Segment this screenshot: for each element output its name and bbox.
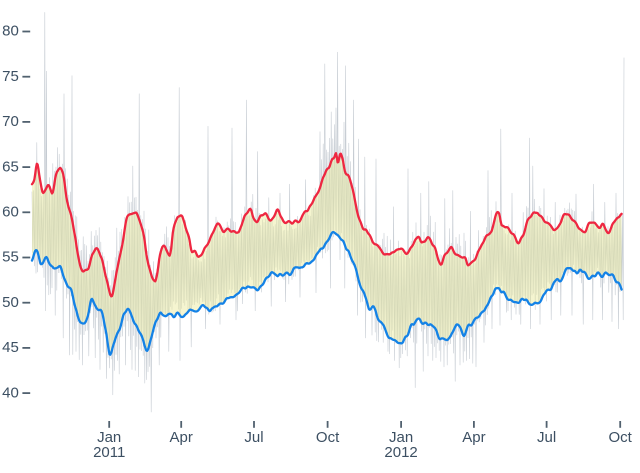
svg-text:45: 45 <box>2 339 19 356</box>
svg-text:40: 40 <box>2 384 19 401</box>
svg-text:Jul: Jul <box>537 429 556 446</box>
svg-text:80: 80 <box>2 23 19 40</box>
svg-text:2011: 2011 <box>93 444 125 461</box>
svg-text:Oct: Oct <box>316 429 340 446</box>
svg-text:75: 75 <box>2 68 19 85</box>
svg-text:70: 70 <box>2 113 19 130</box>
svg-text:Apr: Apr <box>462 429 485 446</box>
svg-text:Oct: Oct <box>609 429 633 446</box>
svg-text:55: 55 <box>2 249 19 266</box>
svg-text:65: 65 <box>2 158 19 175</box>
svg-text:Apr: Apr <box>170 429 193 446</box>
svg-text:50: 50 <box>2 294 19 311</box>
svg-text:2012: 2012 <box>384 444 417 461</box>
svg-text:Jul: Jul <box>244 429 263 446</box>
svg-text:Jan: Jan <box>97 429 121 446</box>
svg-text:60: 60 <box>2 204 19 221</box>
svg-text:Jan: Jan <box>389 429 413 446</box>
